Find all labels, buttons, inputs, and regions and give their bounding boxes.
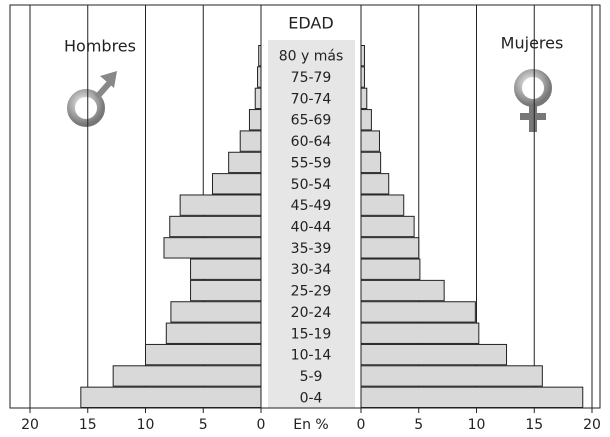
x-tick-label: 20 [583,417,601,433]
chart-title: EDAD [288,14,333,33]
category-label: 40-44 [291,220,332,236]
bar [169,215,262,238]
bar [165,322,262,344]
x-tick-label: 0 [357,417,366,433]
legend-label: Hombres [64,37,136,56]
x-tick-label: 5 [199,417,208,433]
bar [145,343,262,366]
bar [254,87,262,110]
x-tick-label: 10 [468,417,486,433]
bar [80,386,262,409]
bar [190,279,262,302]
category-label: 0-4 [300,390,323,406]
category-label: 75-79 [291,70,332,86]
category-label: 70-74 [291,91,332,107]
x-tick-label: 15 [525,417,543,433]
category-label: 35-39 [291,241,332,257]
bar [360,173,390,195]
bar [112,365,262,387]
bar [257,66,262,88]
bar [360,130,380,152]
bar [170,301,262,323]
center-band [268,40,355,408]
x-tick-label: 20 [21,417,39,433]
bar [360,45,365,67]
category-label: 30-34 [291,262,332,278]
category-label: 10-14 [291,348,332,364]
category-label: 5-9 [300,369,323,385]
bar [360,194,405,216]
category-label: 55-59 [291,155,332,171]
bar [360,237,420,259]
category-label: 20-24 [291,305,332,321]
bar [360,343,508,366]
female-symbol [514,69,552,132]
bar [360,386,584,409]
legend-label: Mujeres [501,34,564,53]
bar [360,322,480,344]
bar [360,87,368,110]
x-tick-label: 10 [137,417,155,433]
category-label: 25-29 [291,284,332,300]
bar [239,130,262,152]
x-tick-label: 15 [79,417,97,433]
bar [248,109,262,131]
x-tick-label: 0 [257,417,266,433]
x-tick-label: 5 [414,417,423,433]
bar [179,194,262,216]
category-label: 65-69 [291,113,332,129]
category-label: 60-64 [291,134,332,150]
bar [360,258,421,280]
bar [360,279,445,302]
bar [228,151,262,174]
bar [258,45,262,67]
bar [190,258,262,280]
bar [360,215,415,238]
category-label: 50-54 [291,177,332,193]
category-label: 45-49 [291,198,332,214]
male-symbol [67,71,117,127]
bar [163,237,262,259]
x-axis-label: En % [293,417,328,433]
bar [360,109,372,131]
bar [211,173,262,195]
frame [9,4,601,409]
bar [360,365,543,387]
bar [360,66,365,88]
bar [360,151,382,174]
bar [360,301,476,323]
category-label: 80 y más [279,49,344,65]
category-label: 15-19 [291,326,332,342]
